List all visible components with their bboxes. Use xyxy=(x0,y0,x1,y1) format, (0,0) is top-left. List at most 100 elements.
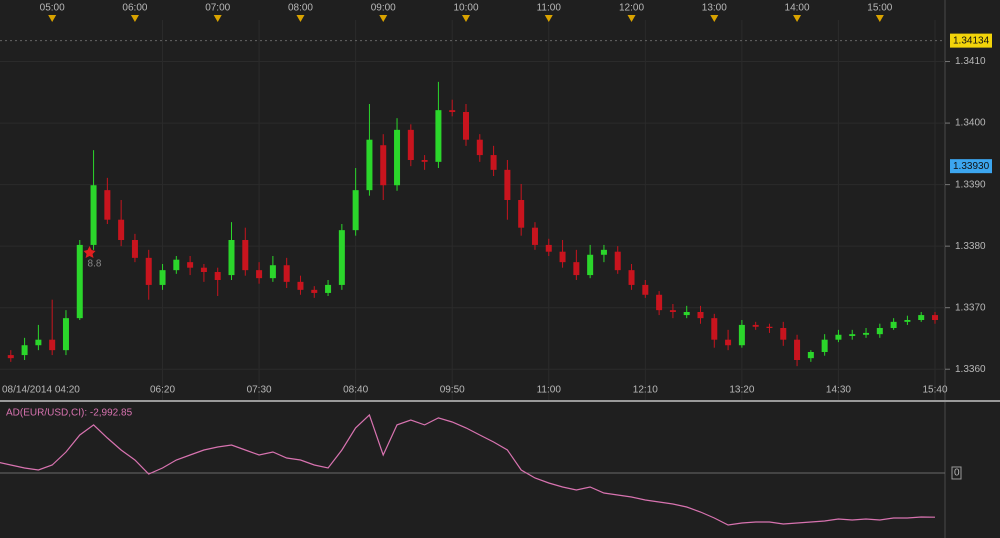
candle-body xyxy=(269,265,276,279)
candle-body xyxy=(697,312,704,319)
session-marker xyxy=(710,15,719,22)
candle-body xyxy=(159,270,166,285)
price-marker-label: 1.33930 xyxy=(953,161,990,172)
y-tick-box xyxy=(951,466,962,480)
x-tick-label: 06:20 xyxy=(150,385,175,396)
x-tick-label: 13:20 xyxy=(729,385,754,396)
session-marker xyxy=(793,15,802,22)
candle-body xyxy=(366,139,373,191)
session-marker xyxy=(296,15,305,22)
candle-body xyxy=(683,312,690,316)
candle-body xyxy=(711,318,718,340)
candle-body xyxy=(766,326,773,328)
annotation-star xyxy=(83,246,96,258)
candle-body xyxy=(904,320,911,322)
candle-body xyxy=(628,270,635,285)
candle-body xyxy=(90,185,97,245)
session-marker xyxy=(213,15,222,22)
candle-body xyxy=(614,251,621,271)
candle-body xyxy=(435,110,442,162)
top-axis-label: 09:00 xyxy=(371,3,396,14)
candle-body xyxy=(256,270,263,279)
candle-body xyxy=(876,328,883,335)
candle-body xyxy=(297,281,304,290)
candle-body xyxy=(131,240,138,258)
top-axis-label: 10:00 xyxy=(453,3,478,14)
session-marker xyxy=(379,15,388,22)
candle-body xyxy=(325,284,332,293)
candle-body xyxy=(835,334,842,340)
x-tick-label: 08/14/2014 04:20 xyxy=(2,385,80,396)
y-tick-label: 1.3360 xyxy=(955,364,986,375)
candle-body xyxy=(104,190,111,220)
candle-body xyxy=(738,324,745,346)
candle-body xyxy=(283,265,290,282)
candle-body xyxy=(600,249,607,255)
top-axis-label: 08:00 xyxy=(288,3,313,14)
candle-body xyxy=(338,230,345,285)
candle-body xyxy=(407,129,414,160)
candle-body xyxy=(752,324,759,327)
candle-body xyxy=(76,244,83,319)
session-marker xyxy=(48,15,57,22)
candle-body xyxy=(559,251,566,263)
candle-body xyxy=(421,160,428,162)
candle-body xyxy=(214,272,221,280)
session-marker xyxy=(627,15,636,22)
candle-body xyxy=(849,334,856,336)
candle-body xyxy=(7,355,14,359)
x-tick-label: 15:40 xyxy=(922,385,947,396)
y-tick-label: 1.3370 xyxy=(955,302,986,313)
top-axis-label: 15:00 xyxy=(867,3,892,14)
x-tick-label: 12:10 xyxy=(633,385,658,396)
candle-body xyxy=(463,112,469,140)
annotation-label: 8.8 xyxy=(88,259,102,270)
session-marker xyxy=(544,15,553,22)
candle-body xyxy=(118,219,125,240)
candle-body xyxy=(725,339,732,346)
session-marker xyxy=(462,15,470,22)
candle-body xyxy=(380,145,387,186)
candle-body xyxy=(311,289,318,293)
price-marker-label: 1.34134 xyxy=(953,35,990,46)
candle-body xyxy=(476,139,483,156)
candle-body xyxy=(863,332,870,335)
candle-body xyxy=(807,352,814,359)
candle-body xyxy=(518,200,525,228)
candle-body xyxy=(352,190,359,231)
y-tick-label: 1.3390 xyxy=(955,179,986,190)
candle-body xyxy=(49,339,56,351)
candle-body xyxy=(449,110,456,112)
y-tick-label: 0 xyxy=(954,468,960,479)
x-tick-label: 11:00 xyxy=(537,385,562,396)
candle-body xyxy=(545,244,552,252)
y-tick-label: 1.3380 xyxy=(955,241,986,252)
candle-body xyxy=(228,240,235,276)
candle-body xyxy=(490,155,497,170)
x-tick-label: 08:40 xyxy=(343,385,368,396)
top-axis-label: 14:00 xyxy=(785,3,810,14)
top-axis-label: 12:00 xyxy=(619,3,644,14)
candle-body xyxy=(173,259,180,271)
candle-body xyxy=(21,345,28,356)
candle-body xyxy=(187,262,194,268)
candle-body xyxy=(531,227,538,245)
candle-body xyxy=(145,257,152,285)
price-marker xyxy=(950,33,992,48)
candle-body xyxy=(918,315,925,320)
candle-body xyxy=(780,328,787,340)
candle-body xyxy=(35,339,42,346)
top-axis-label: 07:00 xyxy=(205,3,230,14)
candle-body xyxy=(587,254,594,276)
y-tick-label: 1.3400 xyxy=(955,118,986,129)
price-marker xyxy=(950,159,992,174)
candle-body xyxy=(573,262,580,276)
candle-body xyxy=(242,240,249,271)
candle-body xyxy=(656,294,663,311)
candle-body xyxy=(394,129,401,186)
x-tick-label: 07:30 xyxy=(247,385,272,396)
x-tick-label: 09:50 xyxy=(440,385,465,396)
x-tick-label: 14:30 xyxy=(826,385,851,396)
